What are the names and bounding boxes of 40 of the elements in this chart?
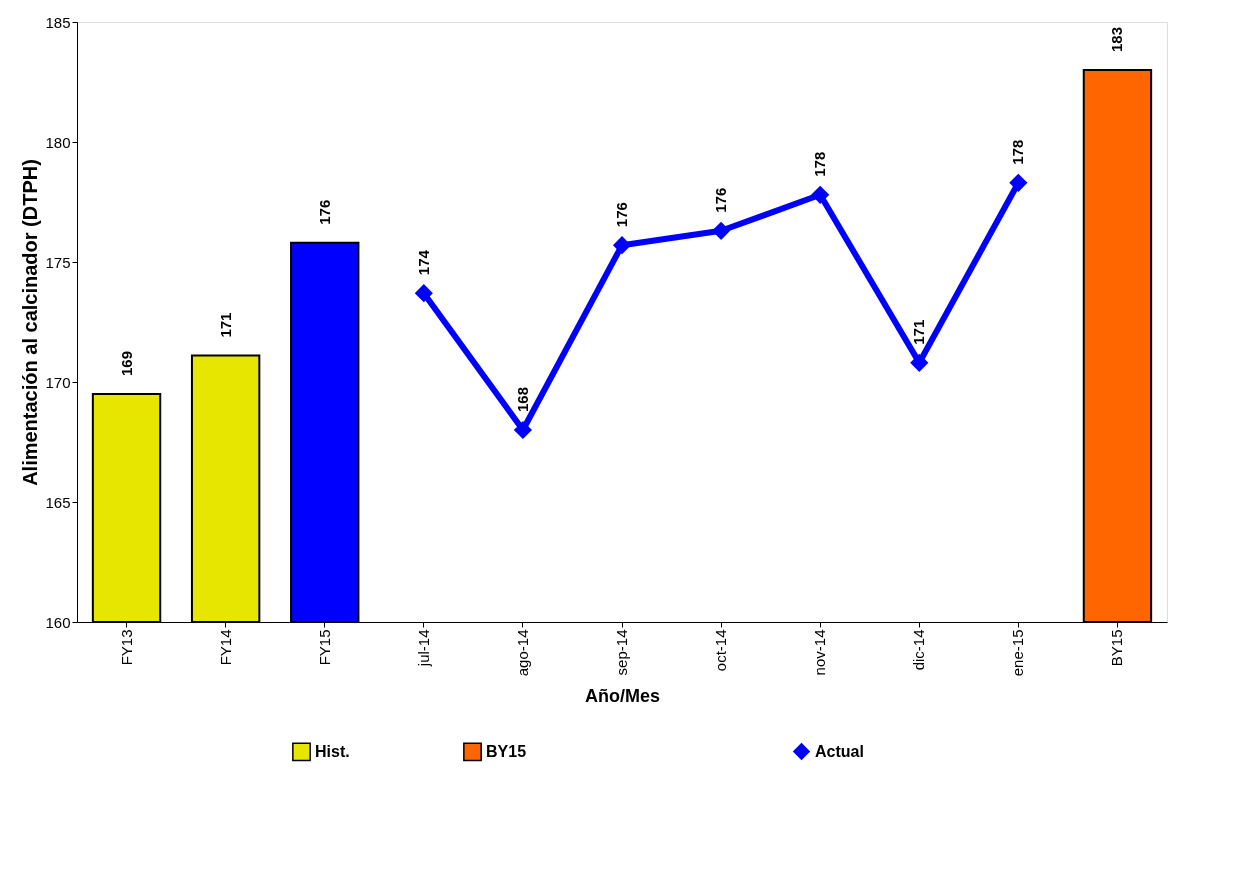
data-label: 171	[216, 312, 234, 338]
point	[811, 185, 830, 204]
x-tick-label: jul-14	[414, 629, 432, 668]
data-label: 169	[117, 350, 135, 376]
y-tick-label: 185	[45, 13, 71, 31]
point	[513, 420, 532, 440]
x-tick-label: ene-15	[1009, 629, 1027, 677]
y-tick-label: 170	[45, 373, 71, 391]
point	[612, 236, 632, 255]
data-label: 176	[712, 187, 730, 213]
x-axis-title: Año/Mes	[584, 686, 661, 707]
data-label: 178	[1009, 139, 1027, 165]
data-label: 183	[1108, 26, 1126, 52]
y-tick-label: 180	[45, 133, 71, 151]
legend-label: Hist.	[315, 742, 350, 760]
point	[1009, 173, 1028, 192]
y-tick-label: 165	[45, 493, 71, 511]
point	[910, 353, 929, 372]
point	[414, 284, 433, 303]
x-tick-label: ago-14	[513, 629, 531, 677]
point	[712, 221, 731, 240]
data-label: 168	[513, 386, 531, 412]
x-tick-label: BY15	[1108, 629, 1126, 667]
y-tick-label: 175	[45, 253, 71, 271]
x-tick-label: oct-14	[712, 629, 730, 672]
x-tick-label: nov-14	[811, 629, 829, 676]
data-label: 178	[811, 151, 829, 177]
legend-label: Actual	[815, 742, 864, 760]
x-tick-label: FY15	[315, 629, 333, 666]
data-label: 176	[315, 199, 333, 225]
data-label: 174	[414, 249, 432, 276]
y-tick-label: 160	[45, 613, 71, 631]
legend-label: BY15	[486, 742, 527, 760]
data-label: 171	[910, 319, 928, 345]
x-tick-label: FY14	[216, 629, 234, 666]
data-label: 176	[613, 202, 630, 228]
x-tick-label: sep-14	[613, 629, 630, 676]
x-tick-label: dic-14	[910, 629, 928, 671]
x-tick-label: FY13	[117, 629, 135, 666]
y-axis-title: Alimentación al calcinador (DTPH)	[19, 159, 42, 486]
